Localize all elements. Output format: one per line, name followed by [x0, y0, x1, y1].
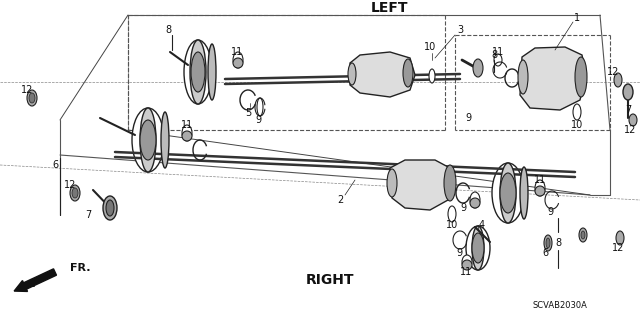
Text: 10: 10 — [446, 220, 458, 230]
Text: 11: 11 — [181, 120, 193, 130]
Ellipse shape — [106, 200, 114, 216]
Ellipse shape — [535, 186, 545, 196]
Text: 12: 12 — [624, 125, 636, 135]
Text: 6: 6 — [542, 248, 548, 258]
Ellipse shape — [257, 98, 263, 116]
Text: 7: 7 — [85, 210, 91, 220]
Ellipse shape — [184, 40, 212, 104]
Text: 11: 11 — [492, 47, 504, 57]
Ellipse shape — [472, 226, 484, 270]
Polygon shape — [520, 47, 586, 110]
Ellipse shape — [470, 198, 480, 208]
Text: 12: 12 — [21, 85, 33, 95]
Text: 11: 11 — [231, 47, 243, 57]
Ellipse shape — [579, 228, 587, 242]
Ellipse shape — [444, 165, 456, 201]
Text: 8: 8 — [555, 238, 561, 248]
Ellipse shape — [27, 90, 37, 106]
FancyArrow shape — [14, 269, 56, 292]
Ellipse shape — [535, 180, 545, 196]
Ellipse shape — [546, 238, 550, 248]
Ellipse shape — [581, 231, 585, 239]
Ellipse shape — [348, 63, 356, 85]
Ellipse shape — [140, 108, 156, 172]
Text: 8: 8 — [491, 50, 497, 60]
Polygon shape — [350, 52, 415, 97]
Ellipse shape — [403, 59, 413, 87]
Ellipse shape — [614, 73, 622, 87]
Text: 6: 6 — [52, 160, 58, 170]
Ellipse shape — [190, 40, 206, 104]
Ellipse shape — [494, 54, 502, 66]
Text: 9: 9 — [460, 203, 466, 213]
Ellipse shape — [573, 104, 581, 120]
Text: 9: 9 — [547, 207, 553, 217]
Text: 12: 12 — [607, 67, 619, 77]
Ellipse shape — [492, 163, 524, 223]
Ellipse shape — [233, 52, 243, 68]
Text: 8: 8 — [165, 25, 171, 35]
Text: 12: 12 — [64, 180, 76, 190]
Ellipse shape — [448, 206, 456, 222]
Text: 9: 9 — [465, 113, 471, 123]
Ellipse shape — [470, 192, 480, 208]
Ellipse shape — [520, 167, 528, 219]
Ellipse shape — [629, 114, 637, 126]
Ellipse shape — [387, 169, 397, 197]
Ellipse shape — [103, 196, 117, 220]
Ellipse shape — [233, 58, 243, 68]
Text: 9: 9 — [255, 115, 261, 125]
Text: 10: 10 — [424, 42, 436, 52]
Text: 10: 10 — [571, 120, 583, 130]
Text: 4: 4 — [479, 220, 485, 230]
Ellipse shape — [500, 163, 516, 223]
Ellipse shape — [191, 52, 205, 92]
Ellipse shape — [623, 84, 633, 100]
Ellipse shape — [462, 255, 472, 269]
Text: 11: 11 — [460, 267, 472, 277]
Ellipse shape — [132, 108, 164, 172]
Text: 5: 5 — [245, 108, 251, 118]
Text: 9: 9 — [456, 248, 462, 258]
Ellipse shape — [575, 57, 587, 97]
Text: 3: 3 — [457, 25, 463, 35]
Text: LEFT: LEFT — [371, 1, 409, 15]
Ellipse shape — [472, 233, 484, 263]
Ellipse shape — [473, 59, 483, 77]
Ellipse shape — [616, 231, 624, 245]
Text: 2: 2 — [337, 195, 343, 205]
Ellipse shape — [500, 173, 516, 213]
Ellipse shape — [208, 44, 216, 100]
Text: 11: 11 — [534, 175, 546, 185]
Text: 1: 1 — [574, 13, 580, 23]
Polygon shape — [390, 160, 453, 210]
Ellipse shape — [518, 60, 528, 94]
Ellipse shape — [462, 260, 472, 270]
Ellipse shape — [161, 112, 169, 168]
Text: 7: 7 — [625, 105, 631, 115]
Text: FR.: FR. — [70, 263, 90, 273]
Ellipse shape — [140, 120, 156, 160]
Ellipse shape — [544, 235, 552, 251]
Ellipse shape — [466, 226, 490, 270]
Ellipse shape — [182, 131, 192, 141]
Ellipse shape — [429, 69, 435, 83]
Ellipse shape — [182, 125, 192, 141]
Ellipse shape — [70, 185, 80, 201]
Text: 12: 12 — [612, 243, 624, 253]
Ellipse shape — [29, 93, 35, 103]
Text: SCVAB2030A: SCVAB2030A — [532, 300, 588, 309]
Ellipse shape — [72, 188, 78, 198]
Text: RIGHT: RIGHT — [306, 273, 355, 287]
